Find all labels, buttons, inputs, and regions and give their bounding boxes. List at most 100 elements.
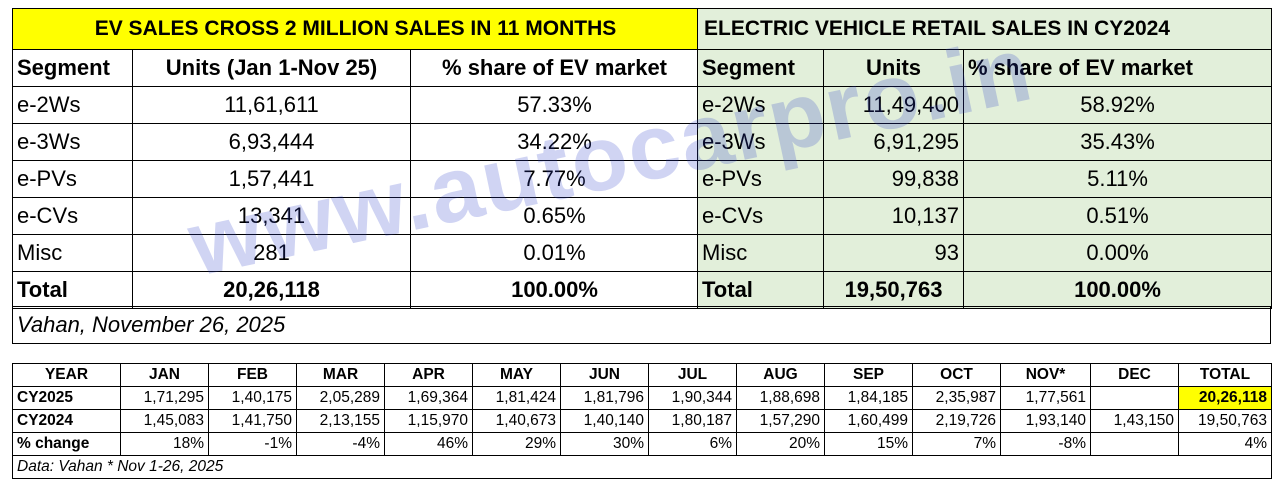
month-value: 1,81,424 [472, 386, 561, 410]
month-value: 1,90,344 [648, 386, 737, 410]
month-value: 2,05,289 [296, 386, 385, 410]
month-header-row: YEAR JAN FEB MAR APR MAY JUN JUL AUG SEP… [12, 363, 1272, 387]
change-value [1090, 432, 1179, 456]
month-value: 1,80,187 [648, 409, 737, 433]
table-row: Misc 93 0.00% [697, 234, 1273, 272]
month-value: 1,43,150 [1090, 409, 1179, 433]
column-header: SEP [824, 363, 913, 387]
table-row: Misc 281 0.01% [12, 234, 700, 272]
units-cell: 13,341 [132, 197, 411, 235]
month-value: 1,81,796 [560, 386, 649, 410]
column-header: AUG [736, 363, 825, 387]
table-row: e-3Ws 6,93,444 34.22% [12, 123, 700, 161]
month-value: 1,77,561 [1000, 386, 1091, 410]
column-header: Units (Jan 1-Nov 25) [132, 49, 411, 87]
column-header: Segment [697, 49, 824, 87]
change-value: 18% [120, 432, 209, 456]
year-label: CY2025 [12, 386, 121, 410]
change-value: 15% [824, 432, 913, 456]
right-table-title: ELECTRIC VEHICLE RETAIL SALES IN CY2024 [696, 8, 1273, 50]
table-row: e-3Ws 6,91,295 35.43% [697, 123, 1273, 161]
year-label: CY2024 [12, 409, 121, 433]
units-cell: 1,57,441 [132, 160, 411, 198]
change-value: 6% [648, 432, 737, 456]
segment-cell: e-CVs [12, 197, 133, 235]
total-units: 19,50,763 [823, 271, 964, 309]
ev-retail-cy2024-table: ELECTRIC VEHICLE RETAIL SALES IN CY2024 … [696, 8, 1273, 309]
segment-cell: Misc [697, 234, 824, 272]
table-row: e-CVs 13,341 0.65% [12, 197, 700, 235]
column-header: TOTAL [1178, 363, 1272, 387]
table-row: CY2025 1,71,295 1,40,175 2,05,289 1,69,3… [12, 386, 1272, 410]
share-cell: 35.43% [962, 123, 1273, 161]
total-label: Total [12, 271, 133, 309]
segment-cell: e-CVs [697, 197, 824, 235]
share-cell: 58.92% [962, 86, 1273, 124]
total-value-highlight: 20,26,118 [1178, 386, 1272, 410]
total-units: 20,26,118 [132, 271, 411, 309]
change-value: 7% [912, 432, 1001, 456]
total-value: 19,50,763 [1178, 409, 1272, 433]
month-value: 1,71,295 [120, 386, 209, 410]
segment-cell: e-2Ws [12, 86, 133, 124]
column-header: NOV* [1000, 363, 1091, 387]
table-row: CY2024 1,45,083 1,41,750 2,13,155 1,15,9… [12, 409, 1272, 433]
month-value: 1,88,698 [736, 386, 825, 410]
segment-cell: e-3Ws [12, 123, 133, 161]
segment-cell: e-3Ws [697, 123, 824, 161]
change-label: % change [12, 432, 121, 456]
segment-cell: e-PVs [697, 160, 824, 198]
units-cell: 11,49,400 [823, 86, 964, 124]
column-header: OCT [912, 363, 1001, 387]
change-value: 4% [1178, 432, 1272, 456]
month-value: 2,13,155 [296, 409, 385, 433]
footnote: Data: Vahan * Nov 1-26, 2025 [12, 455, 1272, 479]
table-row: e-CVs 10,137 0.51% [697, 197, 1273, 235]
table-row: e-PVs 99,838 5.11% [697, 160, 1273, 198]
table-row: % change 18% -1% -4% 46% 29% 30% 6% 20% … [12, 432, 1272, 456]
ev-sales-2025-table: EV SALES CROSS 2 MILLION SALES IN 11 MON… [11, 8, 700, 309]
month-value: 1,41,750 [208, 409, 297, 433]
footnote-row: Data: Vahan * Nov 1-26, 2025 [12, 455, 1272, 479]
source-note: Vahan, November 26, 2025 [12, 306, 1271, 344]
units-cell: 6,93,444 [132, 123, 411, 161]
total-row: Total 19,50,763 100.00% [697, 271, 1273, 309]
share-cell: 5.11% [962, 160, 1273, 198]
column-header: MAY [472, 363, 561, 387]
month-value: 2,35,987 [912, 386, 1001, 410]
column-header: FEB [208, 363, 297, 387]
column-header: YEAR [12, 363, 121, 387]
units-cell: 93 [823, 234, 964, 272]
source-row: Vahan, November 26, 2025 [12, 306, 1271, 344]
change-value: 29% [472, 432, 561, 456]
month-value [1090, 386, 1179, 410]
month-value: 1,69,364 [384, 386, 473, 410]
month-value: 1,45,083 [120, 409, 209, 433]
table-row: e-2Ws 11,61,611 57.33% [12, 86, 700, 124]
total-share: 100.00% [409, 271, 700, 309]
left-table-title: EV SALES CROSS 2 MILLION SALES IN 11 MON… [11, 8, 700, 50]
column-header: JUN [560, 363, 649, 387]
table-row: e-2Ws 11,49,400 58.92% [697, 86, 1273, 124]
column-header: Segment [12, 49, 133, 87]
units-cell: 281 [132, 234, 411, 272]
units-cell: 6,91,295 [823, 123, 964, 161]
share-cell: 57.33% [409, 86, 700, 124]
share-cell: 0.65% [409, 197, 700, 235]
units-cell: 10,137 [823, 197, 964, 235]
month-value: 1,40,140 [560, 409, 649, 433]
column-header: DEC [1090, 363, 1179, 387]
change-value: -1% [208, 432, 297, 456]
month-value: 1,15,970 [384, 409, 473, 433]
column-header: JAN [120, 363, 209, 387]
change-value: -8% [1000, 432, 1091, 456]
column-header: % share of EV market [409, 49, 700, 87]
units-cell: 11,61,611 [132, 86, 411, 124]
month-value: 1,57,290 [736, 409, 825, 433]
monthly-sales-table: YEAR JAN FEB MAR APR MAY JUN JUL AUG SEP… [12, 363, 1272, 479]
column-header: MAR [296, 363, 385, 387]
month-value: 1,84,185 [824, 386, 913, 410]
total-share: 100.00% [962, 271, 1273, 309]
month-value: 1,60,499 [824, 409, 913, 433]
segment-cell: Misc [12, 234, 133, 272]
